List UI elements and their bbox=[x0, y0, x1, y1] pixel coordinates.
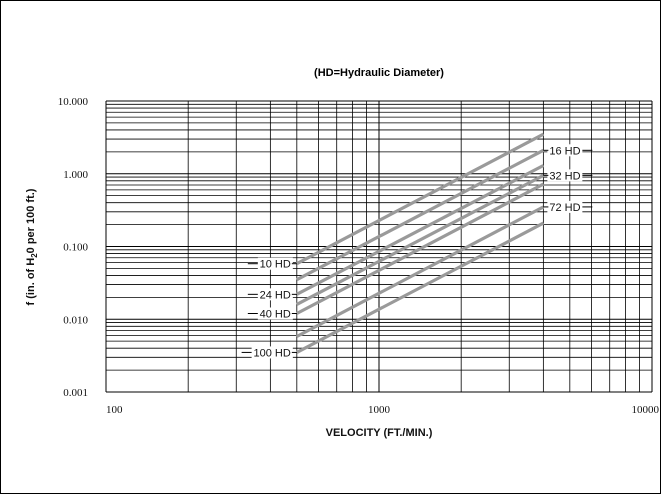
series-line bbox=[296, 132, 545, 266]
series-label-bg bbox=[257, 307, 293, 320]
x-tick-label: 10000 bbox=[632, 404, 660, 416]
series-label: 72 HD bbox=[549, 202, 580, 214]
y-tick-label: 0.100 bbox=[63, 242, 88, 254]
series-label: 40 HD bbox=[260, 308, 291, 320]
series-label: 16 HD bbox=[549, 145, 580, 157]
series-label-bg bbox=[251, 346, 293, 359]
series-line bbox=[296, 205, 545, 338]
series-line bbox=[296, 164, 545, 296]
y-tick-label: 10.000 bbox=[58, 96, 89, 108]
y-axis-label-subscript: 2 bbox=[30, 253, 39, 258]
tick-labels: 10.000 1.000 0.100 0.010 0.001 100 1000 10000 bbox=[58, 96, 660, 416]
svg-text:f (in. of H20 per 100 ft.): f (in. of H20 per 100 ft.) bbox=[25, 188, 39, 305]
y-tick-label: 0.010 bbox=[63, 314, 88, 326]
series-label-bg bbox=[547, 200, 583, 213]
x-axis-label: VELOCITY (FT./MIN.) bbox=[326, 427, 433, 439]
series-label-bg bbox=[547, 144, 583, 157]
series-lines bbox=[296, 132, 545, 354]
series-labels: 10 HD 24 HD 40 HD 100 HD 16 HD 32 HD 72 HD bbox=[241, 144, 593, 359]
chart-title: (HD=Hydraulic Diameter) bbox=[314, 67, 444, 79]
series-label-bg bbox=[547, 169, 583, 182]
y-axis-label-main: f (in. of H bbox=[25, 258, 37, 306]
y-axis-label-rest: 0 per 100 ft.) bbox=[25, 188, 37, 253]
series-line bbox=[296, 221, 545, 354]
series-label-bg bbox=[257, 257, 293, 270]
series-label: 10 HD bbox=[260, 259, 291, 271]
x-tick-label: 100 bbox=[106, 404, 123, 416]
series-label: 24 HD bbox=[260, 289, 291, 301]
series-line bbox=[296, 182, 545, 315]
series-line bbox=[296, 173, 545, 306]
series-label-bg bbox=[257, 288, 293, 301]
y-tick-label: 1.000 bbox=[63, 169, 88, 181]
series-label: 100 HD bbox=[254, 347, 291, 359]
x-tick-label: 1000 bbox=[368, 404, 391, 416]
series-label: 32 HD bbox=[549, 170, 580, 182]
y-axis-label: f (in. of H20 per 100 ft.) bbox=[25, 188, 39, 305]
y-tick-label: 0.001 bbox=[63, 387, 88, 399]
series-line bbox=[296, 148, 545, 282]
